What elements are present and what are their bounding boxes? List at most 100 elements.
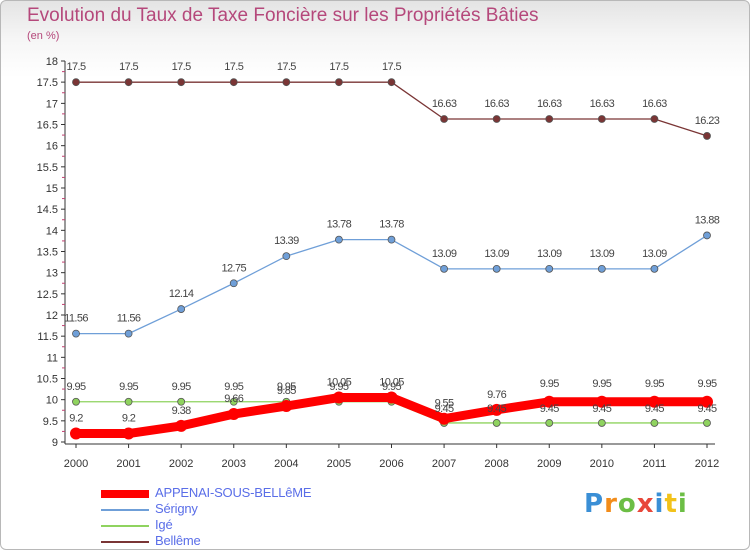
logo-letter: o xyxy=(617,489,637,519)
data-point-belleme xyxy=(124,78,133,87)
data-label-appenai: 9.95 xyxy=(592,378,611,390)
data-label-belleme: 16.63 xyxy=(590,98,615,110)
data-point-belleme xyxy=(282,78,291,87)
data-point-belleme xyxy=(177,78,186,87)
data-label-serigny: 13.09 xyxy=(590,248,615,260)
x-tick-label: 2012 xyxy=(695,458,719,470)
data-label-appenai: 9.38 xyxy=(172,405,191,417)
data-label-appenai: 10.05 xyxy=(327,377,352,389)
legend-label-ige: Igé xyxy=(155,517,173,532)
data-point-ige xyxy=(229,397,238,406)
data-point-appenai xyxy=(385,391,398,404)
chart-title: Evolution du Taux de Taxe Foncière sur l… xyxy=(27,5,539,26)
data-label-ige: 9.45 xyxy=(697,403,716,415)
x-tick-label: 2009 xyxy=(537,458,561,470)
data-label-serigny: 13.78 xyxy=(379,219,404,231)
data-point-appenai xyxy=(227,408,240,421)
data-point-serigny xyxy=(545,264,554,273)
data-point-belleme xyxy=(387,78,396,87)
data-label-appenai: 9.85 xyxy=(277,385,296,397)
logo-letter: x xyxy=(636,489,655,519)
y-tick-label: 12.5 xyxy=(37,289,58,301)
y-tick-label: 16.5 xyxy=(37,120,58,132)
data-point-serigny xyxy=(703,231,711,240)
data-label-ige: 9.45 xyxy=(487,403,506,415)
data-point-serigny xyxy=(124,329,133,338)
series-appenai xyxy=(70,391,713,440)
data-point-appenai xyxy=(701,395,713,408)
data-point-ige xyxy=(177,397,186,406)
data-label-appenai: 9.2 xyxy=(122,413,136,425)
data-label-ige: 9.45 xyxy=(592,403,611,415)
data-label-ige: 9.95 xyxy=(277,381,296,393)
data-point-serigny xyxy=(650,264,659,273)
data-label-serigny: 13.09 xyxy=(484,248,509,260)
logo-letter: i xyxy=(677,489,688,519)
data-point-belleme xyxy=(335,78,343,87)
data-point-ige xyxy=(545,419,554,427)
data-label-serigny: 11.56 xyxy=(117,313,141,325)
x-tick-label: 2011 xyxy=(643,458,667,470)
data-point-belleme xyxy=(72,78,80,87)
legend-item-belleme: Bellême xyxy=(101,533,421,549)
y-tick-label: 15.5 xyxy=(37,162,58,174)
data-label-appenai: 9.95 xyxy=(540,378,559,390)
data-label-appenai: 9.76 xyxy=(487,389,506,401)
data-label-ige: 9.95 xyxy=(66,381,85,393)
legend-item-appenai: APPENAI-SOUS-BELLêME xyxy=(101,485,421,502)
data-label-serigny: 13.78 xyxy=(327,219,352,231)
y-tick-label: 17.5 xyxy=(37,77,58,89)
data-point-belleme xyxy=(597,115,606,123)
x-tick-label: 2008 xyxy=(484,458,508,470)
proxiti-logo: Proxiti xyxy=(584,489,688,519)
data-label-ige: 9.95 xyxy=(119,381,138,393)
logo-letter: t xyxy=(664,489,678,519)
x-tick-label: 2004 xyxy=(274,458,298,470)
data-point-belleme xyxy=(545,115,554,123)
data-point-ige xyxy=(492,419,501,427)
y-tick-label: 10 xyxy=(46,395,58,407)
legend-swatch-belleme xyxy=(101,541,149,543)
data-label-belleme: 16.63 xyxy=(432,98,457,110)
legend-label-serigny: Sérigny xyxy=(155,501,198,516)
data-label-belleme: 16.23 xyxy=(695,115,720,127)
data-point-appenai xyxy=(122,427,135,440)
data-label-serigny: 11.56 xyxy=(64,313,88,325)
data-label-appenai: 9.95 xyxy=(697,378,716,390)
y-tick-label: 14 xyxy=(46,225,58,237)
data-point-appenai xyxy=(543,395,556,408)
data-label-belleme: 17.5 xyxy=(66,61,85,73)
y-tick-label: 17 xyxy=(46,98,58,110)
y-tick-label: 13 xyxy=(46,268,58,280)
data-label-serigny: 12.14 xyxy=(169,288,194,300)
data-label-ige: 9.95 xyxy=(329,381,348,393)
data-point-belleme xyxy=(650,115,659,123)
x-tick-label: 2000 xyxy=(64,458,88,470)
data-label-appenai: 9.95 xyxy=(645,378,664,390)
legend-label-belleme: Bellême xyxy=(155,533,201,548)
data-label-belleme: 16.63 xyxy=(537,98,562,110)
data-label-appenai: 9.66 xyxy=(224,393,243,405)
y-tick-label: 11.5 xyxy=(37,331,58,343)
data-point-belleme xyxy=(440,115,448,123)
legend-swatch-serigny xyxy=(101,509,149,511)
series-serigny xyxy=(72,231,711,338)
chart-subtitle: (en %) xyxy=(27,30,60,42)
x-tick-label: 2007 xyxy=(432,458,456,470)
data-point-appenai xyxy=(175,419,188,432)
legend-item-serigny: Sérigny xyxy=(101,501,421,518)
data-label-belleme: 17.5 xyxy=(329,61,348,73)
data-label-serigny: 13.09 xyxy=(432,248,457,260)
data-point-serigny xyxy=(229,279,238,288)
y-tick-label: 10.5 xyxy=(37,374,58,386)
data-label-ige: 9.95 xyxy=(382,381,401,393)
y-tick-label: 18 xyxy=(46,56,58,68)
data-point-appenai xyxy=(648,395,661,408)
data-point-serigny xyxy=(282,252,291,261)
data-point-belleme xyxy=(703,132,711,140)
y-tick-label: 15 xyxy=(46,183,58,195)
data-point-belleme xyxy=(229,78,238,87)
data-label-belleme: 17.5 xyxy=(172,61,191,73)
